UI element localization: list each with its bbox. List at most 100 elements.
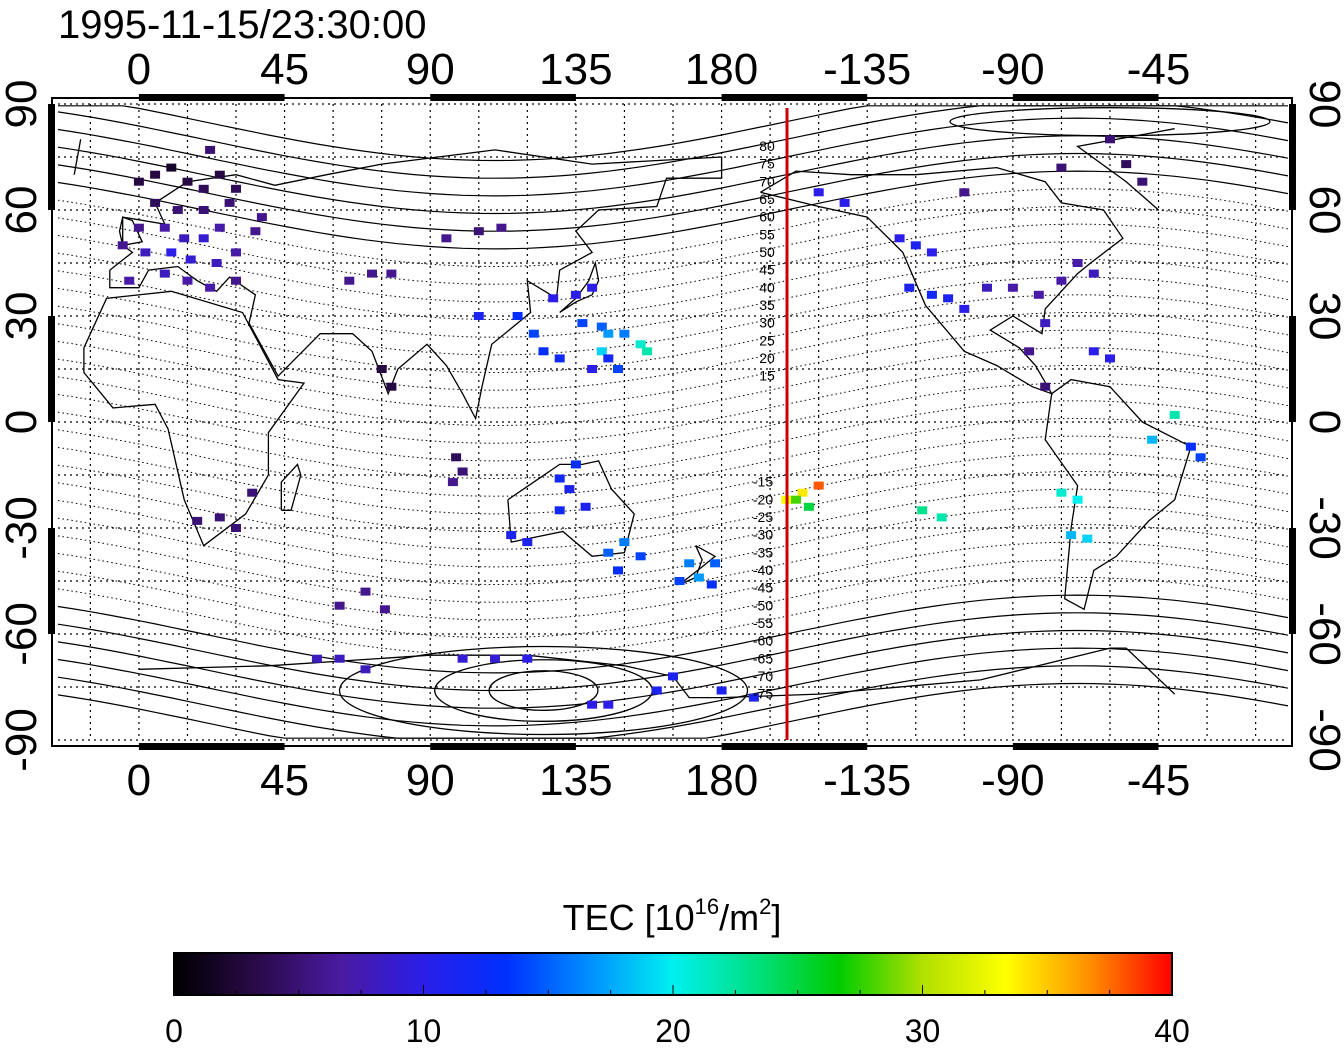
- tec-point: [839, 198, 850, 207]
- tec-point: [926, 290, 937, 299]
- tec-point: [133, 177, 144, 186]
- tec-point: [1147, 435, 1158, 444]
- contour-label: 50: [759, 244, 775, 260]
- contour-oval: [338, 645, 749, 736]
- tec-point: [613, 365, 623, 373]
- tec-point: [959, 304, 970, 313]
- tec-point: [1195, 453, 1206, 462]
- contour-line: [57, 523, 1289, 603]
- tec-point: [674, 577, 685, 585]
- left-latitude-axis: 90 60 30 0 -30 -60 -90: [0, 80, 46, 772]
- tec-point: [635, 340, 646, 349]
- tec-point: [490, 654, 500, 663]
- tec-point: [577, 319, 588, 328]
- lat-tick-label: -60: [0, 602, 46, 666]
- coastline: [118, 216, 144, 246]
- contour-line: [57, 647, 1289, 727]
- tec-point: [198, 206, 209, 214]
- lon-tick-label: 0: [127, 45, 151, 94]
- tec-point: [619, 329, 630, 338]
- lon-tick-label: -135: [823, 45, 911, 94]
- tec-point: [166, 163, 177, 172]
- tec-point: [587, 365, 598, 373]
- contour-label: 45: [759, 262, 775, 278]
- contour-line: [57, 453, 1289, 533]
- tec-point: [179, 234, 190, 243]
- tec-point: [117, 241, 128, 250]
- tec-point: [379, 605, 390, 614]
- tec-point: [205, 283, 216, 292]
- lat-tick-label: -90: [0, 708, 46, 772]
- lon-tick-label: 45: [260, 756, 309, 805]
- tec-point: [214, 170, 225, 179]
- tec-point: [603, 329, 614, 338]
- contour-label: 35: [759, 297, 775, 313]
- lon-tick-label: 135: [539, 45, 612, 94]
- contour-label: -50: [753, 597, 773, 613]
- contour-label: 75: [759, 156, 775, 172]
- contour-line: [57, 559, 1289, 639]
- contour-line: [57, 170, 1289, 250]
- contour-line: [57, 665, 1289, 739]
- lon-tick-label: -135: [823, 756, 911, 805]
- frame-bar: [138, 94, 285, 101]
- tec-point: [917, 506, 928, 515]
- tec-point: [570, 290, 581, 299]
- tec-point: [1056, 488, 1067, 497]
- colorbar-tick-label: 10: [406, 1013, 442, 1048]
- frame-bar: [1289, 316, 1296, 422]
- tec-point: [496, 223, 507, 232]
- contour-label: -30: [753, 527, 773, 543]
- colorbar-ticks: 0 10 20 30 40: [165, 985, 1190, 1048]
- bottom-longitude-axis: 0 45 90 135 180 -135 -90 -45: [127, 756, 1191, 805]
- tec-point: [247, 488, 258, 497]
- tec-point: [904, 283, 915, 292]
- tec-point: [334, 601, 345, 610]
- tec-point: [1137, 177, 1148, 186]
- frame-bar: [1289, 528, 1296, 634]
- tec-point: [587, 700, 598, 709]
- lon-tick-label: 90: [406, 45, 455, 94]
- tec-point: [386, 382, 397, 391]
- tec-point: [813, 188, 824, 197]
- tec-point: [205, 145, 216, 154]
- tec-point: [668, 672, 678, 681]
- frame-bar: [721, 94, 868, 101]
- contour-line: [57, 311, 1289, 391]
- tec-point: [894, 234, 905, 243]
- top-longitude-axis: 0 45 90 135 180 -135 -90 -45: [127, 45, 1191, 94]
- contour-label: 65: [759, 191, 775, 207]
- contour-line: [57, 382, 1289, 462]
- contour-line: [57, 435, 1289, 515]
- tec-point: [596, 322, 607, 331]
- tec-point: [256, 213, 267, 222]
- tec-point: [564, 485, 575, 494]
- tec-point: [473, 227, 484, 236]
- tec-point: [587, 283, 598, 292]
- lat-tick-label: -90: [1300, 708, 1344, 772]
- tec-point: [1072, 259, 1083, 267]
- tec-point: [1056, 163, 1067, 172]
- contour-line: [57, 152, 1289, 232]
- tec-point: [528, 329, 539, 338]
- tec-point: [344, 276, 355, 285]
- tec-point: [943, 294, 954, 303]
- tec-point: [334, 654, 345, 663]
- tec-point: [447, 478, 458, 487]
- contour-line: [57, 488, 1289, 568]
- frame-bar: [1012, 743, 1159, 750]
- contour-line: [57, 258, 1289, 338]
- contour-label: -75: [753, 686, 773, 702]
- tec-point: [1088, 347, 1099, 356]
- contour-label: 25: [759, 332, 775, 348]
- frame-bar: [721, 743, 868, 750]
- contour-label: -55: [753, 615, 773, 631]
- right-latitude-axis: 90 60 30 0 -30 -60 -90: [1300, 80, 1344, 772]
- contour-label: 70: [759, 173, 775, 189]
- contour-label: -25: [753, 509, 773, 525]
- tec-point: [1024, 347, 1035, 356]
- contour-line: [57, 541, 1289, 621]
- tec-point: [250, 227, 261, 236]
